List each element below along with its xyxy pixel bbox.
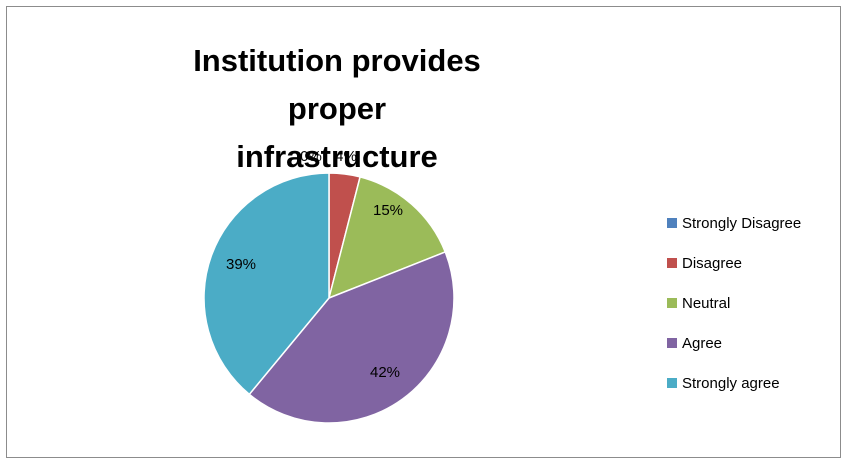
legend-item-strongly-disagree: Strongly Disagree (667, 213, 801, 233)
legend-swatch (667, 218, 677, 228)
legend: Strongly Disagree Disagree Neutral Agree… (667, 213, 801, 413)
data-label-strongly-disagree: 0% (300, 148, 322, 165)
data-label-agree: 42% (370, 364, 400, 381)
pie-chart: 0% 4% 15% 42% 39% (203, 148, 455, 424)
chart-title-line-2: infrastructure (236, 139, 438, 174)
legend-label: Strongly agree (682, 374, 780, 392)
pie-slice-strongly-agree (203, 172, 330, 396)
pie-slice-neutral (327, 176, 447, 300)
legend-item-strongly-agree: Strongly agree (667, 373, 801, 393)
data-label-neutral: 15% (373, 202, 403, 219)
legend-label: Neutral (682, 294, 731, 312)
chart-area: Institution provides proper infrastructu… (6, 6, 841, 458)
legend-swatch (667, 298, 677, 308)
legend-item-disagree: Disagree (667, 253, 801, 273)
chart-title-line-1: Institution provides proper (193, 43, 481, 126)
data-label-disagree: 4% (335, 148, 357, 165)
legend-label: Strongly Disagree (682, 214, 802, 232)
legend-swatch (667, 258, 677, 268)
legend-label: Agree (682, 334, 723, 352)
data-label-strongly-agree: 39% (226, 256, 256, 273)
legend-label: Disagree (682, 254, 743, 272)
pie-slice-agree (248, 251, 455, 424)
legend-item-neutral: Neutral (667, 293, 801, 313)
legend-swatch (667, 378, 677, 388)
legend-swatch (667, 338, 677, 348)
chart-title: Institution provides proper infrastructu… (187, 37, 487, 181)
legend-item-agree: Agree (667, 333, 801, 353)
